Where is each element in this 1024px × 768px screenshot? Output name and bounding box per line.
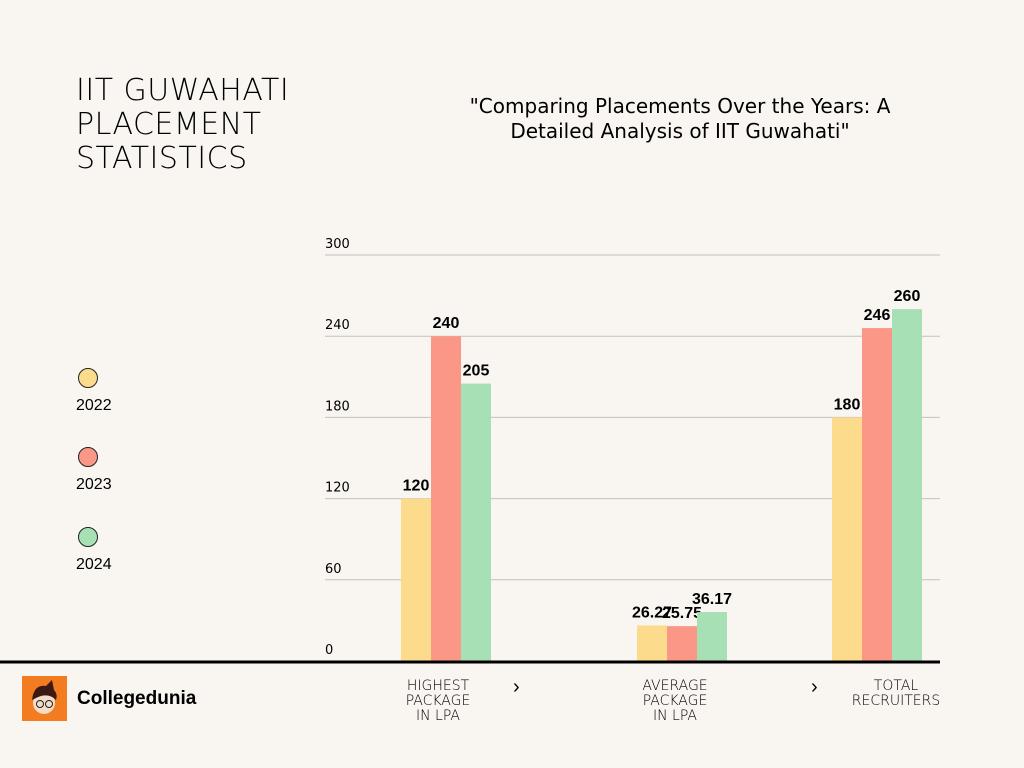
subtitle-line: Detailed Analysis of IIT Guwahati" [510, 119, 850, 143]
bar-2023 [431, 336, 461, 661]
collegedunia-logo-icon [22, 676, 67, 721]
x-label-line: PACKAGE [642, 693, 708, 709]
x-label-line: IN LPA [653, 708, 697, 724]
data-label: 120 [403, 478, 430, 495]
bar-2022 [832, 417, 862, 661]
y-tick-label: 120 [325, 481, 350, 496]
legend-label: 2023 [76, 476, 112, 493]
title-line: STATISTICS [76, 141, 248, 176]
page-title: IIT GUWAHATI PLACEMENT STATISTICS [76, 74, 289, 176]
x-label-line: AVERAGE [642, 678, 708, 694]
data-label: 246 [864, 307, 891, 324]
y-tick-label: 300 [325, 237, 350, 252]
data-label: 240 [433, 315, 460, 332]
x-label-line: HIGHEST [406, 678, 470, 694]
legend-swatch [78, 447, 98, 467]
x-label-highest: HIGHEST PACKAGE IN LPA [388, 679, 488, 724]
bar-2022 [401, 498, 431, 661]
data-label: 205 [463, 363, 490, 380]
bar-2023 [862, 328, 892, 661]
data-label: 25.75 [662, 605, 702, 622]
data-label: 180 [834, 396, 861, 413]
chevron-right-icon: › [513, 676, 520, 698]
legend-label: 2022 [76, 397, 112, 414]
legend-item-2022: 2022 [76, 368, 112, 415]
title-line: IIT GUWAHATI [76, 73, 290, 108]
x-label-line: RECRUITERS [851, 693, 941, 709]
brand-name: Collegedunia [77, 688, 197, 709]
x-label-line: IN LPA [416, 708, 460, 724]
bar-2022 [637, 625, 667, 661]
data-label: 36.17 [692, 591, 732, 608]
data-label: 26.27 [632, 604, 672, 621]
bar-2024 [461, 383, 491, 661]
legend-item-2024: 2024 [76, 527, 112, 574]
y-tick-label: 180 [325, 399, 350, 414]
chevron-right-icon: › [811, 676, 818, 698]
x-label-line: PACKAGE [405, 693, 471, 709]
x-label-total: TOTAL RECRUITERS [840, 679, 952, 709]
y-tick-label: 60 [325, 562, 342, 577]
subtitle-line: "Comparing Placements Over the Years: A [469, 94, 891, 118]
legend-label: 2024 [76, 556, 112, 573]
chart-subtitle: "Comparing Placements Over the Years: A … [400, 94, 960, 144]
y-tick-label: 240 [325, 318, 350, 333]
x-label-average: AVERAGE PACKAGE IN LPA [625, 679, 725, 724]
bar-2023 [667, 626, 697, 661]
legend-swatch [78, 527, 98, 547]
data-label: 260 [894, 288, 921, 305]
y-tick-label: 0 [325, 643, 333, 658]
title-line: PLACEMENT [76, 107, 262, 142]
bar-2024 [697, 612, 727, 661]
bar-2024 [892, 309, 922, 661]
x-label-line: TOTAL [873, 678, 919, 694]
legend-swatch [78, 368, 98, 388]
legend-item-2023: 2023 [76, 447, 112, 494]
